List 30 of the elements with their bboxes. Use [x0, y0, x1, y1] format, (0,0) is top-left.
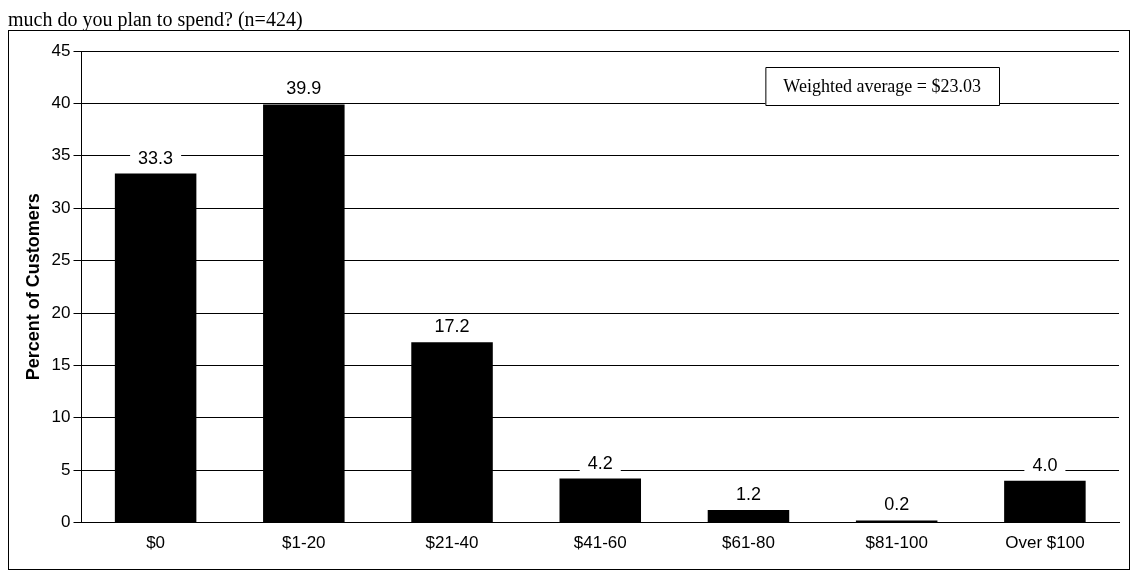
y-tick-label: 40	[51, 93, 71, 113]
x-tick-label: Over $100	[1005, 533, 1085, 553]
data-label: 4.2	[587, 452, 613, 473]
x-tick-label: $0	[146, 533, 166, 553]
y-axis-title: Percent of Customers	[22, 193, 43, 381]
data-label: 1.2	[735, 483, 761, 504]
y-tick-label: 25	[51, 250, 71, 270]
bar	[1004, 480, 1086, 523]
x-tick-label: $61-80	[722, 533, 775, 553]
y-tick-label: 0	[61, 512, 71, 532]
y-tick-label: 10	[51, 407, 71, 427]
y-tick-label: 30	[51, 197, 71, 217]
y-tick-label: 15	[51, 355, 71, 375]
y-tick-label: 45	[51, 40, 71, 60]
y-tick-label: 20	[51, 302, 71, 322]
bar	[559, 478, 642, 523]
chart-title: much do you plan to spend? (n=424)	[8, 8, 304, 30]
data-label: 17.2	[434, 316, 470, 337]
x-tick-label: $81-100	[865, 533, 928, 553]
x-tick-label: $21-40	[425, 533, 479, 553]
data-label: 33.3	[138, 147, 174, 168]
x-tick-label: $1-20	[282, 533, 326, 553]
x-tick-label: $41-60	[573, 533, 627, 553]
y-tick-label: 5	[61, 459, 71, 479]
y-tick-label: 35	[51, 145, 71, 165]
data-label: 4.0	[1032, 454, 1058, 475]
data-label: 0.2	[884, 494, 910, 515]
bar	[707, 510, 790, 523]
annotation: Weighted average = $23.03	[783, 75, 982, 96]
data-label: 39.9	[286, 78, 322, 99]
